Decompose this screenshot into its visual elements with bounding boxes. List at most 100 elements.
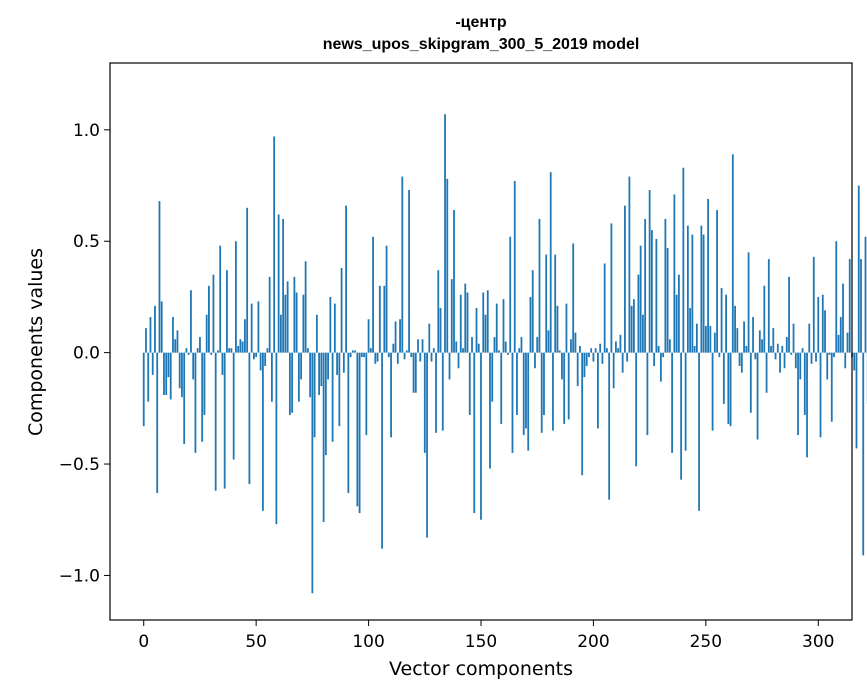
- bar: [210, 352, 213, 355]
- bar: [358, 352, 361, 514]
- bar: [293, 276, 296, 353]
- bar: [450, 279, 453, 353]
- bar: [693, 345, 696, 353]
- bar: [315, 314, 318, 353]
- bar: [342, 352, 345, 373]
- bar: [567, 352, 570, 420]
- bar: [248, 352, 251, 485]
- bar: [666, 247, 669, 353]
- bar: [821, 294, 824, 353]
- bar: [848, 259, 851, 353]
- bar: [347, 352, 350, 493]
- bar: [149, 316, 152, 353]
- bar: [846, 332, 849, 353]
- bar: [282, 218, 285, 353]
- bar: [585, 352, 588, 367]
- bar: [484, 314, 487, 353]
- bar: [727, 352, 730, 424]
- bar: [774, 352, 777, 360]
- bar: [232, 352, 235, 460]
- bar: [736, 328, 739, 353]
- bar: [489, 352, 491, 469]
- bar: [158, 201, 161, 353]
- bar: [185, 348, 188, 353]
- bar: [495, 303, 498, 353]
- bar: [731, 154, 734, 353]
- bar: [453, 210, 455, 353]
- bar: [572, 243, 575, 353]
- bar: [740, 352, 743, 373]
- x-axis-ticks: 0 50 100 150 200 250 300: [138, 620, 834, 652]
- bar: [302, 294, 305, 353]
- bar: [297, 352, 300, 402]
- bar: [525, 352, 527, 429]
- bar: [163, 352, 165, 395]
- bar: [324, 352, 327, 456]
- bar: [286, 281, 289, 353]
- bar: [491, 352, 494, 402]
- bar: [244, 319, 246, 353]
- bar: [329, 296, 332, 353]
- bar: [619, 334, 622, 353]
- bar: [761, 339, 763, 353]
- bar: [403, 352, 406, 360]
- bar: [385, 245, 388, 353]
- bar: [579, 345, 581, 353]
- bar: [615, 341, 617, 353]
- bar: [516, 352, 518, 416]
- bar: [426, 352, 428, 538]
- bar: [192, 352, 195, 380]
- bar: [475, 308, 478, 353]
- bar: [545, 254, 548, 353]
- bar: [423, 352, 426, 453]
- bar: [480, 352, 482, 520]
- bar: [538, 218, 541, 353]
- bar: [181, 352, 183, 398]
- bar: [408, 190, 410, 353]
- bar: [167, 352, 170, 378]
- bar: [673, 194, 676, 353]
- y-tick-label: −0.5: [59, 455, 100, 475]
- bar: [565, 303, 568, 353]
- bar: [387, 352, 390, 358]
- bar: [588, 352, 590, 358]
- bar: [855, 352, 858, 449]
- bar: [468, 352, 471, 416]
- bar: [675, 294, 678, 353]
- bar: [147, 352, 150, 402]
- bar: [691, 234, 694, 353]
- bar: [709, 325, 712, 353]
- bar: [722, 352, 725, 404]
- bar: [392, 343, 395, 353]
- bar: [295, 292, 298, 353]
- bar: [498, 350, 500, 353]
- bar: [610, 223, 613, 353]
- x-tick-label: 300: [802, 632, 834, 652]
- bar: [779, 352, 781, 373]
- bar: [599, 343, 602, 353]
- bar: [549, 172, 552, 353]
- bar: [864, 236, 867, 353]
- bar: [264, 352, 267, 367]
- bar: [543, 352, 545, 416]
- bar: [702, 234, 705, 353]
- bar: [509, 236, 512, 353]
- bar: [862, 352, 865, 556]
- bar: [459, 294, 462, 353]
- bar: [758, 330, 761, 353]
- bar: [725, 294, 727, 353]
- bar: [648, 190, 651, 353]
- bar: [253, 352, 255, 360]
- bar: [214, 352, 217, 491]
- bar: [810, 352, 813, 364]
- bar: [208, 285, 210, 353]
- bar: [563, 352, 566, 424]
- bar: [201, 352, 204, 442]
- bar: [228, 348, 231, 353]
- bar: [628, 176, 631, 353]
- bar: [504, 341, 507, 353]
- bar: [412, 352, 415, 393]
- bar: [430, 352, 433, 362]
- bar: [266, 348, 269, 353]
